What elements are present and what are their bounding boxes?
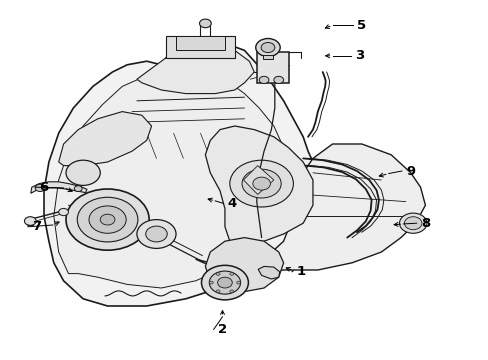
Circle shape xyxy=(100,214,115,225)
Polygon shape xyxy=(59,112,151,166)
Circle shape xyxy=(74,186,82,192)
Text: 9: 9 xyxy=(406,165,414,177)
Polygon shape xyxy=(258,266,279,279)
Text: 6: 6 xyxy=(40,181,48,194)
Polygon shape xyxy=(205,126,312,245)
Polygon shape xyxy=(44,40,317,306)
Text: 8: 8 xyxy=(420,217,429,230)
Circle shape xyxy=(252,177,270,190)
Circle shape xyxy=(229,160,293,207)
Circle shape xyxy=(217,277,232,288)
Bar xyxy=(176,36,224,50)
Circle shape xyxy=(209,271,240,294)
Circle shape xyxy=(201,265,248,300)
Text: 1: 1 xyxy=(296,265,305,278)
Circle shape xyxy=(259,76,268,84)
Circle shape xyxy=(236,281,240,284)
Polygon shape xyxy=(205,238,283,292)
Polygon shape xyxy=(243,166,273,194)
Circle shape xyxy=(24,217,36,225)
Circle shape xyxy=(229,273,233,275)
Circle shape xyxy=(216,290,220,293)
Circle shape xyxy=(209,281,213,284)
Circle shape xyxy=(255,39,280,57)
Circle shape xyxy=(404,217,421,230)
Circle shape xyxy=(273,76,283,84)
Circle shape xyxy=(199,19,211,28)
Text: 5: 5 xyxy=(357,19,366,32)
Circle shape xyxy=(242,169,281,198)
Text: 2: 2 xyxy=(218,323,226,336)
Polygon shape xyxy=(31,182,87,193)
Circle shape xyxy=(59,208,68,216)
Circle shape xyxy=(35,184,45,192)
Polygon shape xyxy=(54,72,288,288)
Circle shape xyxy=(229,290,233,293)
Circle shape xyxy=(145,226,167,242)
Text: 4: 4 xyxy=(227,197,236,210)
Circle shape xyxy=(66,189,149,250)
Bar xyxy=(256,52,288,83)
Circle shape xyxy=(137,220,176,248)
Circle shape xyxy=(216,273,220,275)
Bar xyxy=(166,36,234,58)
Circle shape xyxy=(77,197,138,242)
Circle shape xyxy=(399,213,426,233)
Circle shape xyxy=(66,160,100,185)
Polygon shape xyxy=(195,144,425,274)
Bar xyxy=(262,55,273,59)
Circle shape xyxy=(261,42,274,53)
Text: 7: 7 xyxy=(32,220,41,233)
Circle shape xyxy=(89,206,126,233)
Text: 3: 3 xyxy=(354,49,363,62)
Polygon shape xyxy=(137,43,254,94)
